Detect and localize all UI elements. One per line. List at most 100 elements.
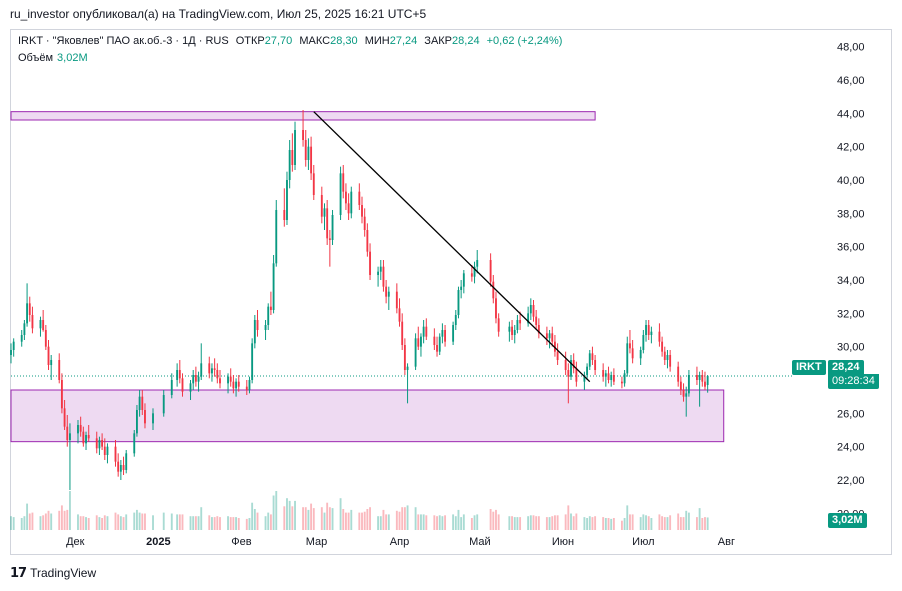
candle-body <box>312 173 315 195</box>
candle-body <box>141 396 144 410</box>
candle-body <box>604 373 607 377</box>
candle-body <box>194 375 197 382</box>
volume-bar <box>401 507 404 530</box>
candle-body <box>350 191 353 214</box>
volume-bar <box>141 513 144 530</box>
volume-bar <box>661 516 664 530</box>
volume-bar <box>594 516 597 530</box>
candle-body <box>135 410 138 434</box>
volume-bar <box>361 512 363 530</box>
candle-body <box>425 326 428 337</box>
volume-bar <box>631 514 634 530</box>
candle-body <box>211 368 213 374</box>
volume-bar <box>28 513 31 530</box>
candle-body <box>358 191 361 205</box>
candle-body <box>460 286 463 290</box>
volume-bar <box>366 509 369 530</box>
volume-bar <box>162 512 165 530</box>
volume-bar <box>623 518 626 530</box>
candle-body <box>575 368 578 382</box>
y-tick-label: 26,00 <box>837 408 865 420</box>
volume-bar <box>497 514 500 530</box>
volume-bar <box>320 507 323 530</box>
x-tick-label: Июл <box>632 536 654 548</box>
volume-bar <box>125 514 128 530</box>
candle-body <box>444 330 447 342</box>
candle-body <box>232 381 235 389</box>
volume-bar <box>20 518 23 530</box>
candle-body <box>291 150 294 165</box>
volume-bar <box>425 515 428 530</box>
candle-body <box>302 130 304 140</box>
candle-body <box>473 266 476 277</box>
volume-bar <box>403 507 406 530</box>
volume-bar <box>98 517 101 530</box>
candle-body <box>387 291 390 297</box>
trendline <box>313 111 591 383</box>
candle-body <box>658 331 661 342</box>
candle-body <box>420 336 422 347</box>
volume-bar <box>685 510 688 530</box>
volume-bar <box>612 518 615 530</box>
candle-body <box>229 376 232 382</box>
candle-body <box>583 375 586 382</box>
candle-body <box>594 360 597 370</box>
volume-bar <box>328 507 331 530</box>
tradingview-logo[interactable]: 𝟭𝟳 TradingView <box>10 565 96 581</box>
volume-bar <box>312 508 315 530</box>
x-tick-label: Авг <box>718 536 735 548</box>
countdown-tag: 09:28:34 <box>828 374 879 389</box>
volume-bar <box>304 507 307 530</box>
volume-bar <box>63 510 66 530</box>
candle-body <box>256 320 259 330</box>
volume-bar <box>138 512 141 530</box>
volume-bar <box>706 517 709 530</box>
volume-bar <box>454 516 457 530</box>
candle-body <box>663 351 666 360</box>
support-zone <box>10 389 725 443</box>
volume-bar <box>256 512 259 530</box>
candle-body <box>10 350 12 355</box>
volume-bar <box>288 500 291 530</box>
volume-bar <box>438 515 441 530</box>
volume-bar <box>101 518 104 530</box>
volume-bar <box>152 515 154 530</box>
volume-bar <box>326 502 329 530</box>
volume-bar <box>476 514 479 530</box>
candle-body <box>642 335 645 350</box>
candle-body <box>79 425 82 432</box>
volume-bar <box>358 512 361 530</box>
candle-body <box>516 320 519 330</box>
y-tick-label: 40,00 <box>837 175 865 187</box>
volume-bar <box>564 514 567 530</box>
candle-body <box>457 290 460 315</box>
candle-body <box>189 383 192 392</box>
volume-bar <box>39 516 42 530</box>
candle-body <box>95 438 98 449</box>
candle-body <box>117 461 120 472</box>
candle-body <box>26 303 29 324</box>
volume-bar <box>663 517 666 530</box>
x-tick-label: Апр <box>390 536 409 548</box>
candle-body <box>379 266 382 272</box>
volume-bar <box>66 509 69 530</box>
candle-body <box>610 375 613 380</box>
volume-bar <box>529 515 532 530</box>
volume-bar <box>117 514 120 530</box>
candle-body <box>50 360 53 365</box>
candle-body <box>58 360 61 380</box>
candle-body <box>119 465 122 472</box>
volume-bar <box>545 517 548 530</box>
price-tag: 28,24 <box>828 360 864 375</box>
volume-bar <box>677 513 680 530</box>
candle-body <box>588 353 591 367</box>
candle-body <box>551 333 554 342</box>
candle-body <box>513 330 516 335</box>
close-label: ЗАКР <box>424 35 453 47</box>
volume-bar <box>406 505 409 530</box>
candle-body <box>553 341 556 352</box>
volume-bar <box>181 514 184 530</box>
candle-body <box>12 341 15 350</box>
candle-body <box>489 260 492 282</box>
